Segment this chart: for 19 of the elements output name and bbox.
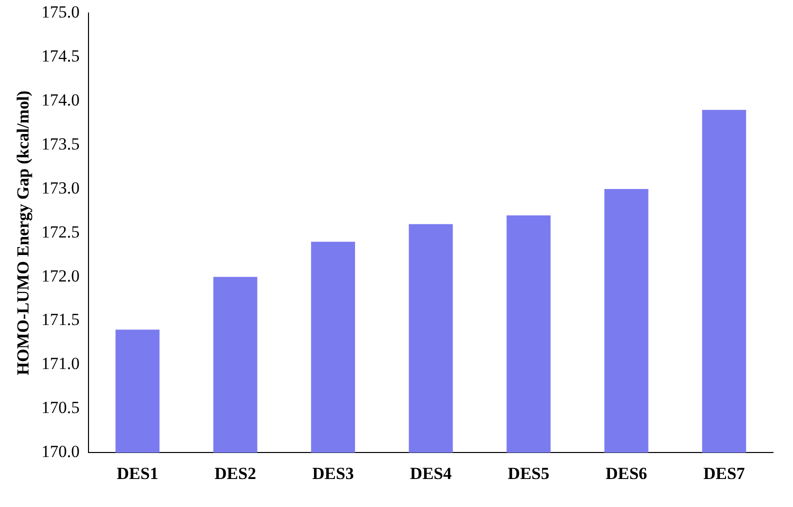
- y-tick-label: 174.0: [41, 90, 80, 110]
- y-tick-label: 171.5: [41, 310, 80, 330]
- y-tick-label: 172.5: [41, 222, 80, 242]
- y-tick-label: 171.0: [41, 354, 80, 374]
- x-tick-label: DES1: [116, 464, 158, 484]
- x-tick-label: DES6: [606, 464, 648, 484]
- x-tick-label: DES3: [312, 464, 354, 484]
- x-tick-label: DES2: [214, 464, 256, 484]
- y-tick-label: 170.0: [41, 442, 80, 462]
- y-tick-label: 170.5: [41, 398, 80, 418]
- y-tick-label: 174.5: [41, 46, 80, 66]
- x-tick-label: DES4: [410, 464, 452, 484]
- y-tick-label: 172.0: [41, 266, 80, 286]
- x-tick-label: DES5: [508, 464, 550, 484]
- y-tick-label: 175.0: [41, 2, 80, 22]
- y-tick-label: 173.5: [41, 134, 80, 154]
- y-axis-title: HOMO-LUMO Energy Gap (kcal/mol): [14, 90, 33, 376]
- x-tick-label: DES7: [703, 464, 746, 484]
- y-tick-label: 173.0: [41, 178, 80, 198]
